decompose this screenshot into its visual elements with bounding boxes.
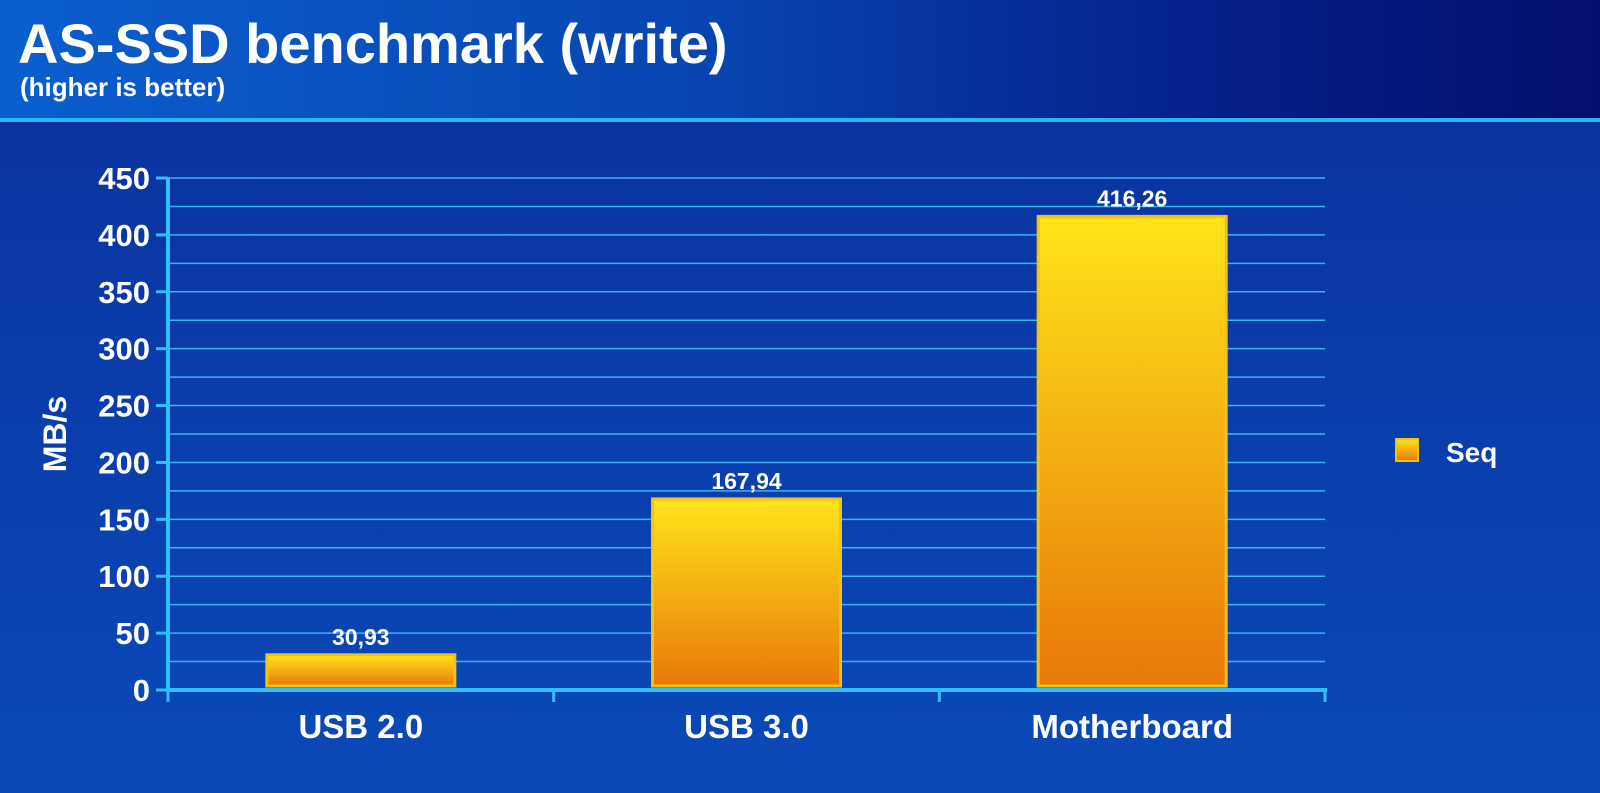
y-tick-label: 300 — [98, 332, 150, 367]
y-tick-label: 0 — [133, 673, 150, 708]
bars: 30,93 167,94 416,26 — [265, 185, 1228, 688]
bar-usb-2-0 — [265, 653, 457, 688]
x-tick-label: USB 2.0 — [298, 708, 423, 745]
header-divider — [0, 118, 1600, 122]
y-tick-label: 200 — [98, 445, 150, 480]
y-tick-label: 150 — [98, 502, 150, 537]
y-tick-label: 350 — [98, 275, 150, 310]
y-axis-label: MB/s — [37, 396, 73, 472]
data-label: 30,93 — [332, 624, 390, 650]
y-tick-label: 100 — [98, 559, 150, 594]
bar-motherboard — [1036, 214, 1228, 688]
header-band — [0, 0, 1600, 118]
chart-subtitle: (higher is better) — [20, 72, 226, 102]
y-tick-label: 250 — [98, 389, 150, 424]
axes — [156, 176, 1327, 702]
y-tick-label: 450 — [98, 161, 150, 196]
y-tick-labels: 0 50 100 150 200 250 300 350 400 450 — [98, 161, 150, 708]
chart-title: AS-SSD benchmark (write) — [18, 12, 728, 75]
x-tick-label: Motherboard — [1031, 708, 1233, 745]
y-tick-label: 400 — [98, 218, 150, 253]
legend: Seq — [1395, 437, 1497, 468]
y-tick-label: 50 — [116, 616, 150, 651]
x-tick-label: USB 3.0 — [684, 708, 809, 745]
legend-label-seq: Seq — [1446, 437, 1497, 468]
bar-usb-3-0 — [651, 497, 842, 688]
legend-swatch-seq — [1395, 438, 1419, 462]
data-label: 167,94 — [711, 468, 782, 494]
data-label: 416,26 — [1097, 185, 1167, 211]
x-tick-labels: USB 2.0 USB 3.0 Motherboard — [298, 708, 1233, 745]
